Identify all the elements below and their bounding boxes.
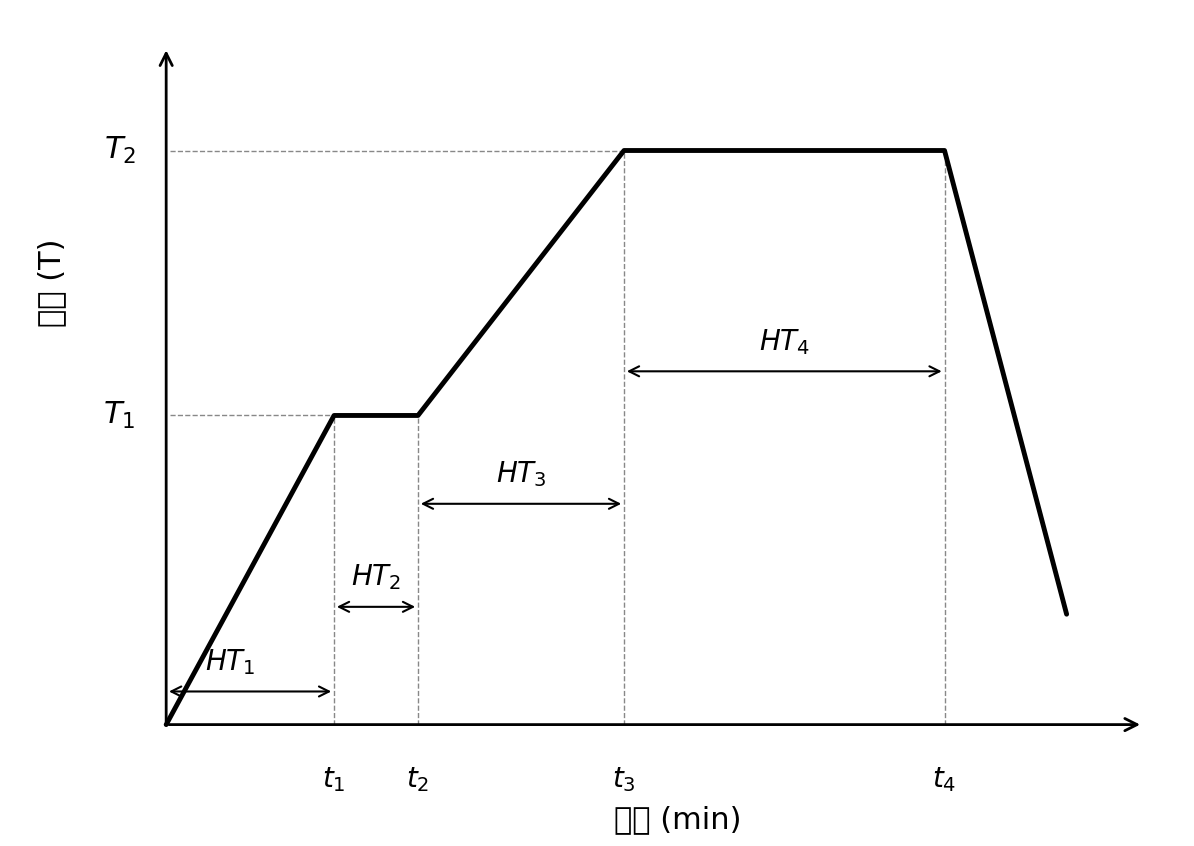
Text: $t_2$: $t_2$ — [406, 765, 430, 794]
Text: $HT_{2}$: $HT_{2}$ — [351, 563, 401, 592]
Text: $T_2$: $T_2$ — [104, 135, 136, 166]
Text: $t_1$: $t_1$ — [322, 765, 346, 794]
Text: $HT_{4}$: $HT_{4}$ — [758, 327, 810, 357]
Text: 温度 (T): 温度 (T) — [37, 239, 66, 327]
Text: $t_3$: $t_3$ — [613, 765, 636, 794]
Text: $t_4$: $t_4$ — [933, 765, 956, 794]
Text: 时间 (min): 时间 (min) — [614, 805, 741, 834]
Text: $HT_{1}$: $HT_{1}$ — [204, 647, 256, 677]
Text: $T_1$: $T_1$ — [104, 400, 136, 431]
Text: $HT_{3}$: $HT_{3}$ — [496, 459, 547, 489]
